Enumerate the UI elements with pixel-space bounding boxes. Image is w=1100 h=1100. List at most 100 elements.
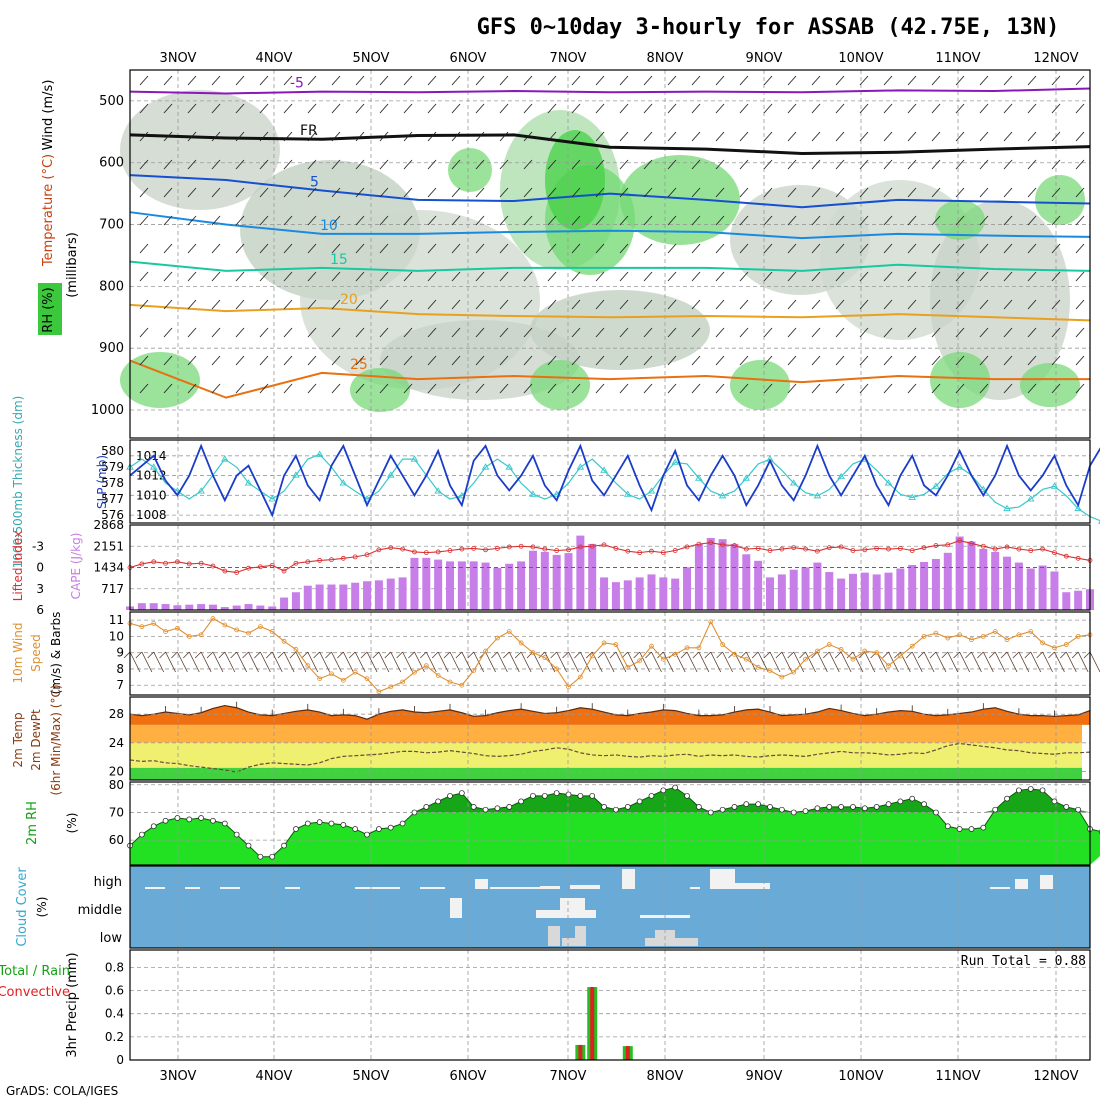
wind-speed-marker: [838, 647, 844, 652]
upper-wind-barb: [1075, 103, 1085, 114]
upper-wind-barb: [811, 327, 821, 338]
surface-wind-barb: [508, 651, 520, 673]
cloud-high-block: [540, 886, 560, 889]
rh-shade: [1020, 363, 1080, 407]
upper-wind-barb: [1003, 383, 1013, 394]
rh-marker: [826, 804, 833, 810]
upper-wind-barb: [427, 75, 437, 86]
upper-wind-barb: [595, 271, 605, 282]
surface-wind-barb-flag: [230, 651, 237, 659]
cape-bar: [825, 572, 834, 610]
upper-wind-barb: [1003, 187, 1013, 198]
lifted-index-marker: [530, 544, 536, 550]
upper-wind-barb: [523, 299, 533, 310]
cape-bar: [588, 543, 597, 610]
upper-wind-barb: [691, 131, 701, 142]
upper-wind-barb: [931, 131, 941, 142]
surface-wind-barb: [840, 651, 852, 673]
rh-marker: [885, 801, 892, 807]
surface-wind-barb: [307, 651, 319, 673]
upper-wind-barb: [259, 299, 269, 310]
upper-wind-barb: [571, 75, 581, 86]
wind-speed-marker: [388, 684, 394, 690]
upper-wind-barb: [355, 271, 365, 282]
upper-wind-barb: [283, 159, 293, 170]
cloud-high-block: [622, 869, 635, 889]
upper-wind-barb: [763, 299, 773, 310]
upper-wind-barb: [883, 299, 893, 310]
upper-wind-barb: [139, 187, 149, 198]
upper-wind-barb: [715, 215, 725, 226]
upper-wind-barb: [883, 355, 893, 366]
upper-wind-barb: [355, 187, 365, 198]
upper-wind-barb: [691, 327, 701, 338]
cape-bar: [1074, 590, 1083, 610]
upper-wind-barb: [211, 159, 221, 170]
cape-bar: [623, 580, 632, 610]
cloud-mid-block: [560, 898, 585, 918]
rh-marker: [944, 823, 951, 830]
lifted-index-marker: [613, 545, 619, 551]
upper-wind-barb: [907, 243, 917, 254]
rh-marker: [980, 824, 987, 831]
upper-wind-barb: [331, 103, 341, 114]
upper-wind-barb: [643, 383, 653, 394]
upper-wind-barb: [595, 131, 605, 142]
surface-wind-barb-flag: [254, 651, 261, 659]
upper-wind-barb: [379, 355, 389, 366]
rh-marker: [814, 805, 821, 812]
wind-speed-marker: [186, 634, 192, 639]
upper-wind-barb: [739, 75, 749, 86]
cape-bar: [635, 577, 644, 610]
bottom-date-axis: 3NOV 4NOV 5NOV 6NOV 7NOV 8NOV 9NOV 10NOV 11NOV 12…: [160, 1069, 1079, 1084]
surface-wind-barb-flag: [372, 651, 380, 659]
rh-marker: [767, 804, 773, 810]
rh-marker: [613, 806, 619, 813]
upper-wind-barb: [163, 327, 173, 338]
upper-wind-barb: [715, 383, 725, 394]
surface-wind-barb-flag: [965, 651, 972, 659]
rh-marker: [1075, 806, 1081, 813]
wind-speed-marker: [933, 630, 939, 636]
bottom-date-label: 11NOV: [935, 1069, 980, 1084]
upper-wind-barb: [379, 271, 389, 282]
cape-bar: [576, 535, 585, 610]
lifted-index-marker: [495, 545, 500, 551]
upper-wind-barb: [547, 243, 557, 254]
upper-wind-barb: [643, 159, 653, 170]
rh-marker: [743, 801, 750, 807]
cape-bar: [517, 561, 526, 610]
upper-wind-barb: [163, 355, 173, 366]
cloud-axis-title: Cloud Cover: [15, 867, 30, 947]
lifted-index-marker: [352, 554, 358, 560]
upper-wind-barb: [211, 299, 221, 310]
wind-speed-marker: [554, 666, 560, 672]
surface-wind-barb: [1006, 651, 1018, 673]
surface-wind-barb: [935, 651, 947, 673]
upper-wind-barb: [835, 159, 845, 170]
surface-wind-barb: [947, 651, 959, 673]
cape-bar: [137, 603, 146, 610]
upper-wind-barb: [331, 187, 341, 198]
rh-marker: [376, 826, 382, 832]
upper-wind-barb: [283, 243, 293, 254]
surface-wind-barb-flag: [467, 651, 474, 659]
upper-wind-barb: [811, 383, 821, 394]
rh-area: [130, 787, 1100, 865]
lifted-index-marker: [862, 547, 868, 553]
thickness-marker: [576, 463, 585, 470]
cape-bar: [837, 578, 846, 610]
cloud-row-label: middle: [78, 903, 122, 918]
lifted-index-marker: [139, 561, 145, 567]
rh-shade: [930, 200, 1070, 400]
cape-bar: [706, 537, 715, 610]
rh-marker: [328, 820, 335, 827]
surface-wind-barb-flag: [692, 651, 700, 659]
wind-speed-marker: [684, 645, 690, 651]
upper-wind-barb: [691, 159, 701, 170]
wind-speed-marker: [815, 648, 820, 654]
upper-wind-barb: [907, 187, 917, 198]
upper-wind-barb: [187, 103, 197, 114]
surface-wind-barb: [497, 651, 508, 673]
surface-wind-barb: [1077, 651, 1089, 673]
